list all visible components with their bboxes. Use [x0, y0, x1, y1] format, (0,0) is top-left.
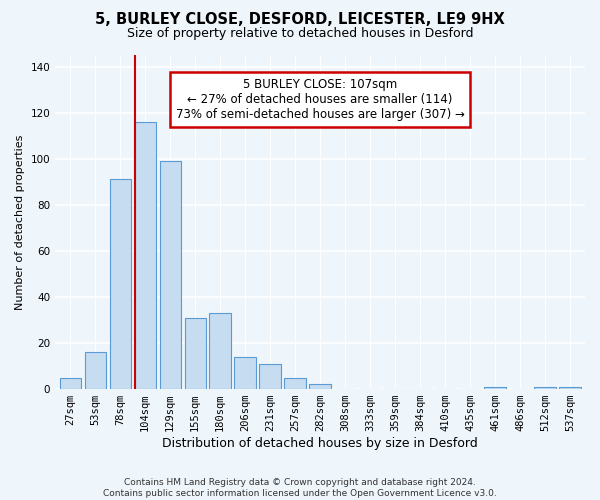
Text: 5 BURLEY CLOSE: 107sqm
← 27% of detached houses are smaller (114)
73% of semi-de: 5 BURLEY CLOSE: 107sqm ← 27% of detached…	[176, 78, 464, 122]
Text: 5, BURLEY CLOSE, DESFORD, LEICESTER, LE9 9HX: 5, BURLEY CLOSE, DESFORD, LEICESTER, LE9…	[95, 12, 505, 28]
Bar	[134, 122, 156, 389]
Bar	[85, 352, 106, 389]
Bar	[484, 387, 506, 389]
Y-axis label: Number of detached properties: Number of detached properties	[15, 134, 25, 310]
Bar	[559, 387, 581, 389]
Bar	[259, 364, 281, 389]
Bar	[59, 378, 81, 389]
X-axis label: Distribution of detached houses by size in Desford: Distribution of detached houses by size …	[162, 437, 478, 450]
Bar	[235, 357, 256, 389]
Bar	[110, 180, 131, 389]
Bar	[209, 313, 231, 389]
Bar	[185, 318, 206, 389]
Bar	[160, 161, 181, 389]
Bar	[310, 384, 331, 389]
Bar	[284, 378, 306, 389]
Text: Size of property relative to detached houses in Desford: Size of property relative to detached ho…	[127, 28, 473, 40]
Bar	[535, 387, 556, 389]
Text: Contains HM Land Registry data © Crown copyright and database right 2024.
Contai: Contains HM Land Registry data © Crown c…	[103, 478, 497, 498]
